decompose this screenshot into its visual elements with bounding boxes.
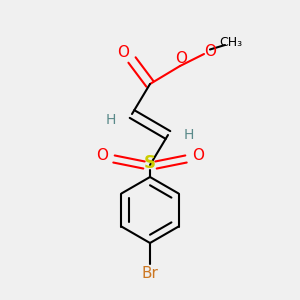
Text: O: O [96,148,108,164]
Text: H: H [106,113,116,127]
Text: O: O [192,148,204,164]
Text: Br: Br [142,266,158,280]
Text: H: H [184,128,194,142]
Text: O: O [117,45,129,60]
Text: CH₃: CH₃ [219,35,243,49]
Text: O: O [204,44,216,59]
Text: S: S [144,154,156,172]
Text: O: O [176,51,188,66]
